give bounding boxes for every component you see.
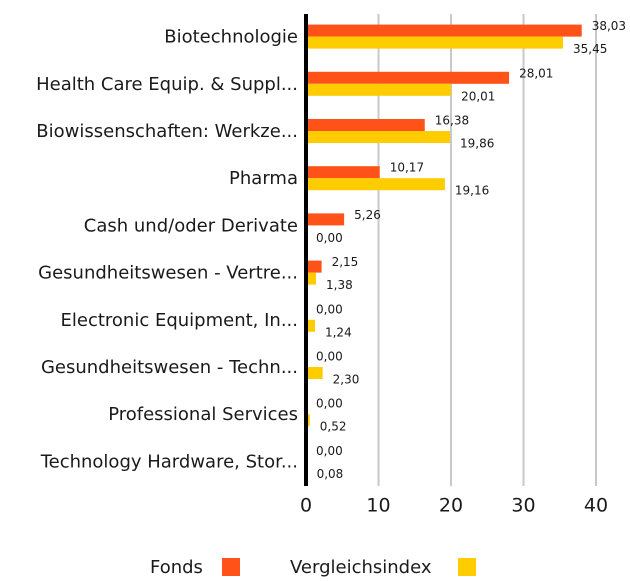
value-label: 28,01 bbox=[519, 66, 553, 80]
value-label: 0,08 bbox=[317, 467, 344, 481]
value-label: 0,00 bbox=[316, 350, 343, 364]
value-label: 20,01 bbox=[461, 89, 495, 103]
x-tick-label: 20 bbox=[439, 495, 463, 517]
value-label: 35,45 bbox=[573, 42, 607, 56]
value-label: 19,16 bbox=[455, 184, 489, 198]
legend-swatch bbox=[458, 558, 476, 576]
category-label: Electronic Equipment, In... bbox=[61, 310, 298, 331]
category-label: Biowissenschaften: Werkze... bbox=[36, 121, 298, 142]
value-label: 0,00 bbox=[316, 302, 343, 316]
category-label: Pharma bbox=[229, 168, 298, 189]
category-label: Cash und/oder Derivate bbox=[84, 215, 298, 236]
value-label: 0,00 bbox=[316, 397, 343, 411]
value-label: 2,15 bbox=[332, 255, 359, 269]
value-label: 0,52 bbox=[320, 420, 347, 434]
bar bbox=[306, 71, 510, 84]
x-tick-label: 10 bbox=[366, 495, 390, 517]
bar bbox=[306, 260, 322, 273]
x-tick-label: 0 bbox=[300, 495, 312, 517]
category-label: Biotechnologie bbox=[164, 27, 298, 48]
category-label: Health Care Equip. & Suppl... bbox=[36, 74, 298, 95]
bar bbox=[306, 83, 452, 96]
category-label: Professional Services bbox=[108, 404, 298, 425]
value-label: 1,24 bbox=[325, 325, 352, 339]
value-label: 0,00 bbox=[316, 231, 343, 245]
bar bbox=[306, 213, 345, 226]
bar bbox=[306, 119, 425, 131]
bar bbox=[306, 24, 582, 37]
bar bbox=[306, 367, 323, 379]
x-tick-label: 40 bbox=[584, 495, 608, 517]
bar bbox=[306, 36, 564, 49]
value-label: 0,00 bbox=[316, 444, 343, 458]
bar bbox=[306, 178, 445, 191]
legend-label: Vergleichsindex bbox=[290, 557, 432, 578]
legend-label: Fonds bbox=[150, 557, 203, 578]
x-tick-label: 30 bbox=[511, 495, 535, 517]
category-label: Gesundheitswesen - Techn... bbox=[41, 357, 298, 378]
legend-swatch bbox=[222, 558, 240, 576]
category-label: Gesundheitswesen - Vertre... bbox=[38, 263, 298, 284]
category-label: Technology Hardware, Stor... bbox=[40, 451, 298, 472]
value-label: 19,86 bbox=[460, 137, 494, 151]
value-label: 10,17 bbox=[390, 161, 424, 175]
bar bbox=[306, 272, 317, 285]
value-label: 16,38 bbox=[435, 114, 469, 128]
value-label: 2,30 bbox=[333, 373, 360, 387]
bar bbox=[306, 319, 315, 332]
bar bbox=[306, 131, 450, 143]
value-label: 5,26 bbox=[354, 208, 381, 222]
value-label: 38,03 bbox=[592, 19, 626, 33]
bar bbox=[306, 166, 380, 179]
value-label: 1,38 bbox=[326, 278, 353, 292]
